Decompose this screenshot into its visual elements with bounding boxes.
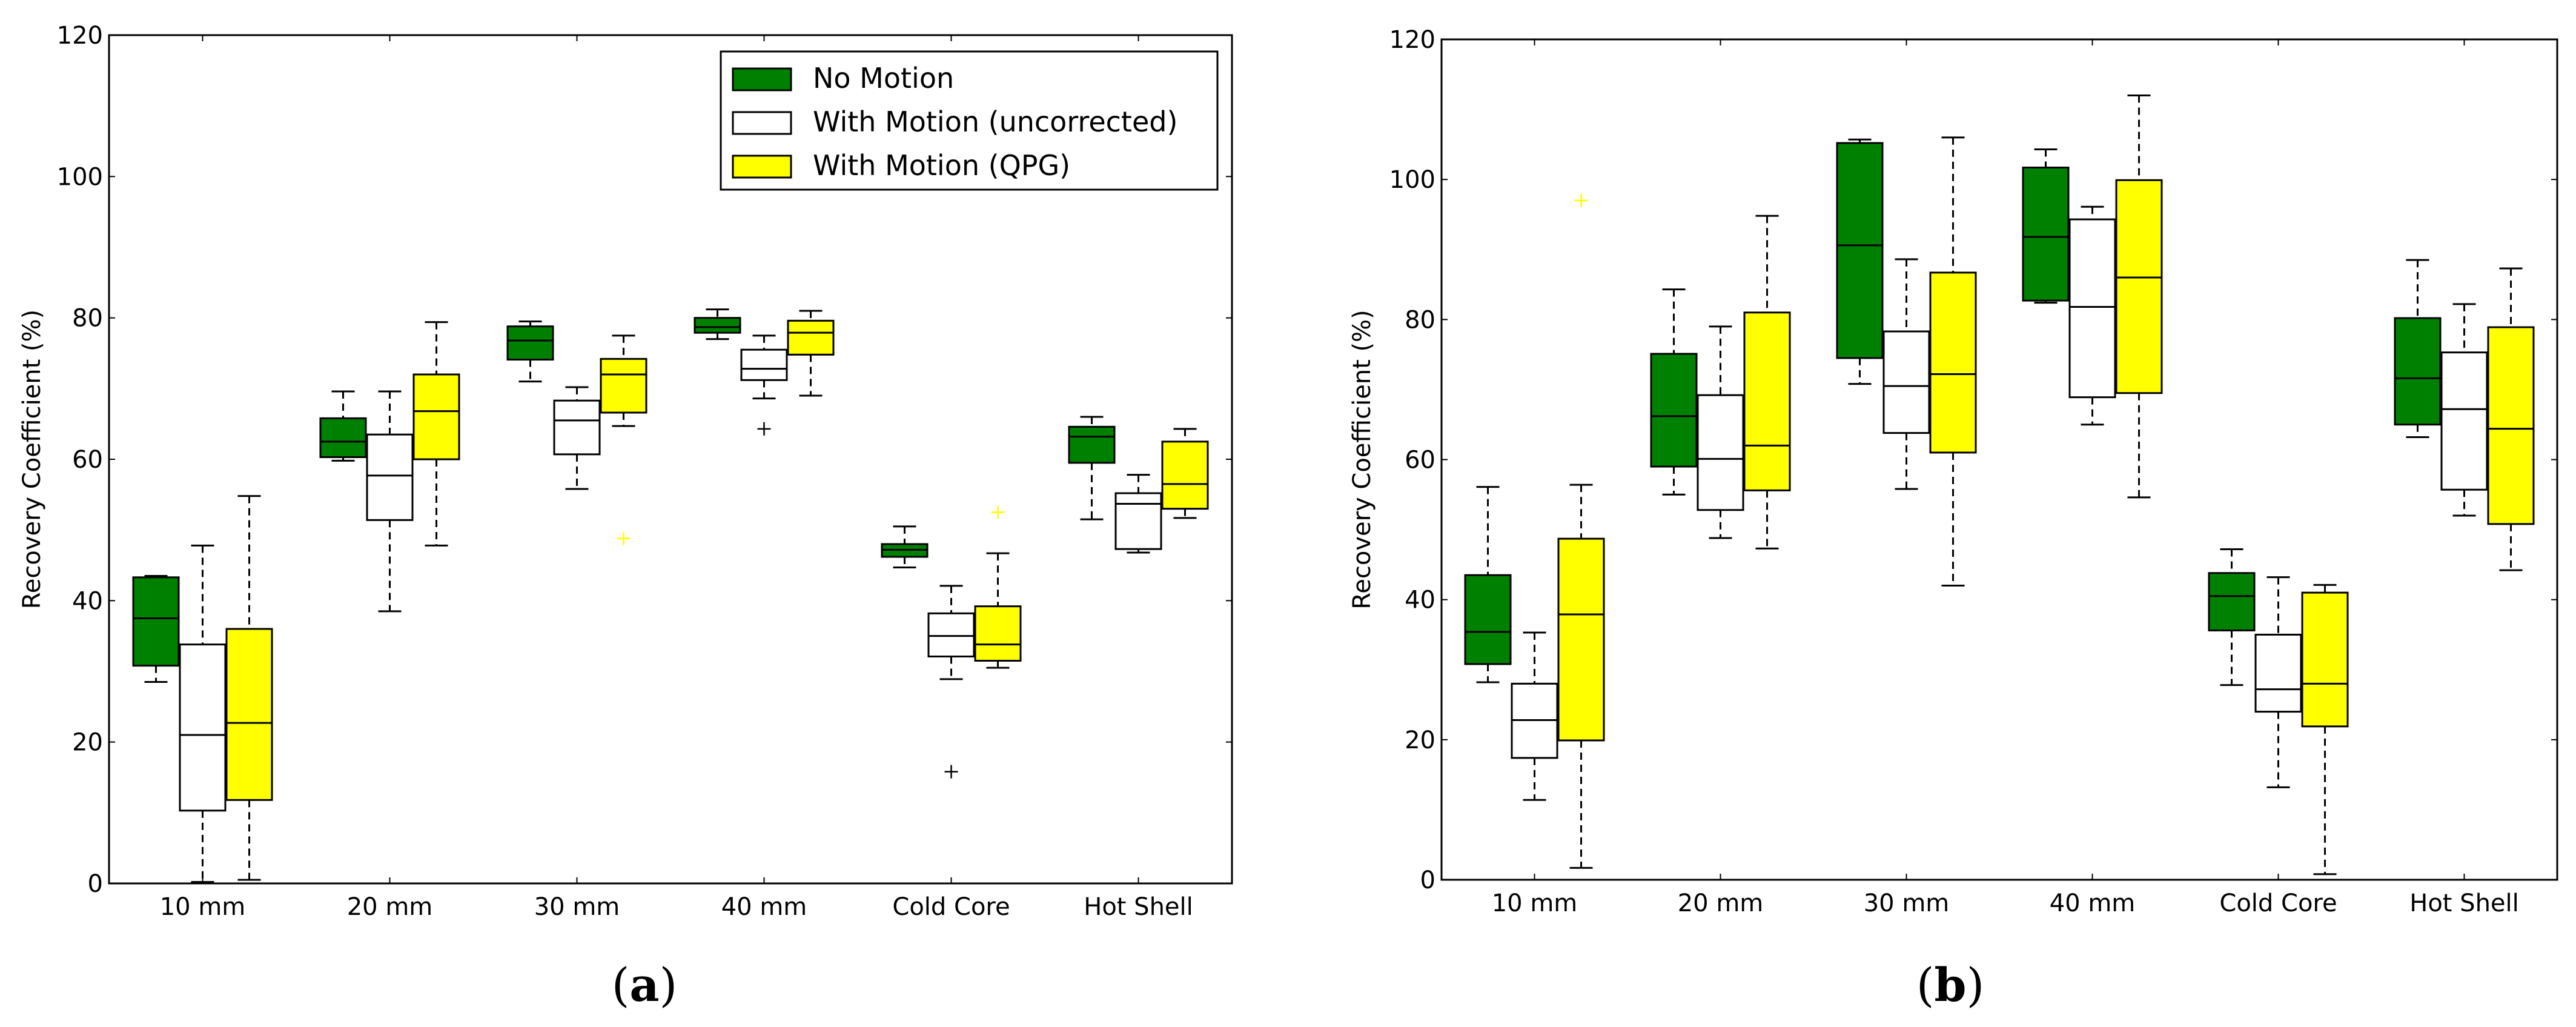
box	[1650, 353, 1698, 468]
x-tick-label: Cold Core	[2219, 889, 2337, 917]
box	[2301, 591, 2349, 728]
box	[2115, 179, 2163, 394]
legend-box	[720, 50, 1219, 191]
box	[974, 605, 1022, 662]
box	[2487, 326, 2535, 525]
caption-letter: b	[1934, 958, 1966, 1012]
box	[740, 348, 788, 381]
box	[600, 357, 647, 414]
box	[927, 612, 975, 657]
box	[2068, 218, 2116, 399]
y-tick-label: 40	[72, 587, 103, 615]
x-tick-label: 20 mm	[347, 893, 433, 921]
x-tick-label: Hot Shell	[2409, 889, 2519, 917]
box	[1068, 425, 1116, 464]
legend-swatch	[732, 155, 792, 179]
y-tick-label: 40	[1405, 587, 1435, 614]
box	[1697, 394, 1744, 511]
caption-paren-close: )	[1967, 958, 1985, 1012]
panel-a: 0 20 40 60 80 100 120 10 mm 20 mm 30 mm 40 mm Cold …	[18, 22, 1233, 1012]
box	[787, 319, 835, 356]
box	[506, 325, 554, 361]
box	[1882, 330, 1930, 434]
box	[1836, 142, 1884, 359]
y-tick-label: 20	[1405, 726, 1435, 754]
x-tick-label: 30 mm	[1864, 889, 1950, 917]
x-tick-label: 10 mm	[1492, 889, 1578, 917]
box	[2440, 351, 2488, 491]
legend-swatch	[732, 111, 792, 135]
caption-paren-close: )	[660, 958, 678, 1012]
y-axis-label: Recovery Coefficient (%)	[18, 310, 46, 610]
caption-paren-open: (	[612, 958, 630, 1012]
x-tick-label: 40 mm	[2050, 889, 2136, 917]
box	[319, 417, 367, 458]
box	[2254, 633, 2302, 713]
box	[366, 433, 414, 521]
y-tick-label: 80	[1405, 306, 1435, 334]
box	[1743, 311, 1791, 491]
box	[2022, 167, 2070, 302]
x-tick-label: Hot Shell	[1084, 893, 1193, 921]
legend-swatch	[732, 67, 792, 91]
y-tick-label: 60	[72, 446, 103, 474]
box	[1161, 440, 1209, 510]
panel-caption: (a)	[612, 958, 678, 1012]
plot-frame	[1440, 38, 2558, 881]
y-axis-label: Recovery Coefficient (%)	[1348, 310, 1376, 610]
x-tick-label: 10 mm	[160, 893, 246, 921]
x-tick-label: 20 mm	[1678, 889, 1764, 917]
box	[1929, 271, 1977, 454]
box	[412, 373, 460, 460]
y-tick-label: 100	[57, 163, 103, 191]
box	[694, 317, 741, 334]
box	[553, 399, 601, 456]
x-tick-label: Cold Core	[892, 893, 1010, 921]
panel-b: 0 20 40 60 80 100 120 10 mm 20 mm 30 mm 40 mm Cold …	[1348, 26, 2558, 1012]
box	[132, 576, 180, 667]
box	[179, 643, 227, 812]
box	[1557, 537, 1605, 742]
y-tick-label: 60	[1405, 447, 1435, 474]
y-tick-label: 120	[57, 22, 103, 50]
box	[225, 628, 273, 801]
legend-label: With Motion (uncorrected)	[813, 105, 1177, 138]
box	[1114, 492, 1162, 550]
y-tick-label: 120	[1389, 26, 1435, 54]
caption-paren-open: (	[1916, 958, 1935, 1012]
y-tick-label: 0	[88, 870, 103, 898]
box	[1464, 574, 1512, 665]
box	[2394, 317, 2442, 426]
legend-label: With Motion (QPG)	[813, 149, 1070, 182]
y-tick-label: 0	[1420, 866, 1435, 894]
legend-label: No Motion	[813, 62, 954, 95]
y-tick-label: 20	[72, 729, 103, 757]
caption-letter: a	[629, 958, 659, 1012]
plot-frame	[108, 34, 1233, 885]
x-tick-label: 40 mm	[721, 893, 807, 921]
box	[2208, 572, 2256, 632]
x-tick-label: 30 mm	[534, 893, 620, 921]
y-tick-label: 100	[1389, 166, 1435, 194]
panel-caption: (b)	[1916, 958, 1984, 1012]
y-tick-label: 80	[72, 305, 103, 333]
